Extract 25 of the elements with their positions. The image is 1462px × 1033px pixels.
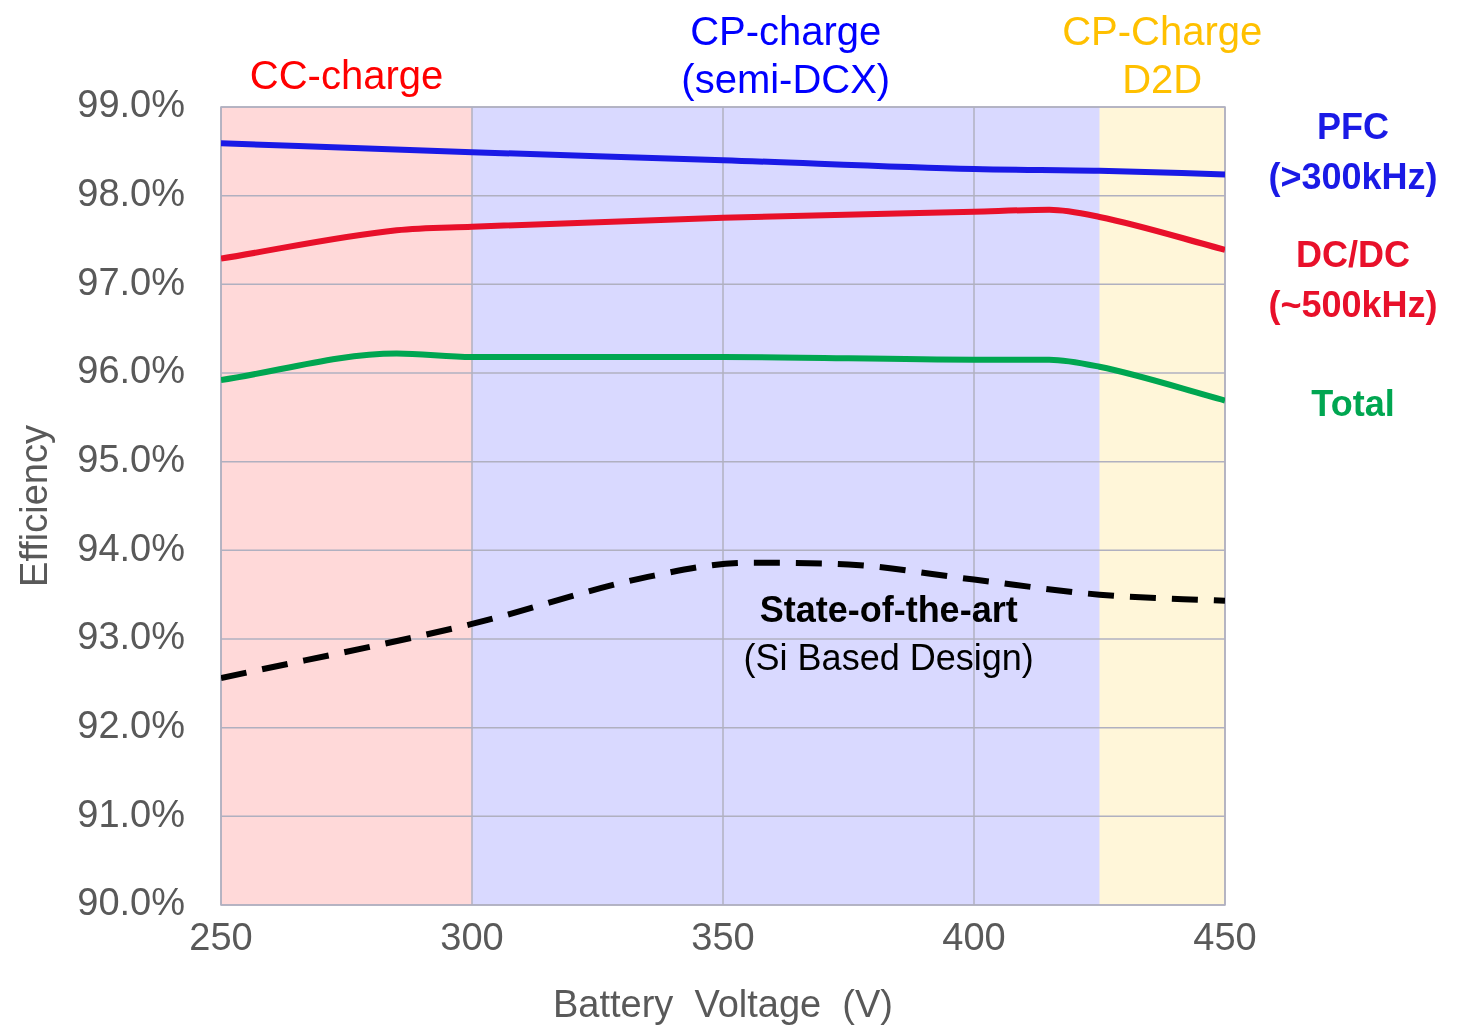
y-tick-label: 96.0%: [77, 349, 185, 392]
y-tick-label: 94.0%: [77, 526, 185, 569]
y-tick-label: 98.0%: [77, 172, 185, 215]
band-label: CP-Charge D2D: [1062, 9, 1263, 101]
annotation: (Si Based Design): [743, 637, 1034, 679]
band-label: CC-charge: [249, 53, 444, 97]
y-tick-label: 91.0%: [77, 792, 185, 835]
y-axis-title: Efficiency: [13, 425, 56, 587]
text: Total: [1311, 383, 1395, 425]
y-tick-label: 97.0%: [77, 260, 185, 303]
y-tick-label: 99.0%: [77, 83, 185, 126]
series-label: PFC (>300kHz): [1268, 106, 1438, 198]
series-label: DC/DC (~500kHz): [1268, 233, 1438, 325]
x-tick-label: 450: [1193, 916, 1257, 959]
band-label: CP-charge (semi-DCX): [681, 9, 891, 101]
y-tick-label: 92.0%: [77, 704, 185, 747]
y-tick-label: 93.0%: [77, 615, 185, 658]
x-tick-label: 300: [440, 916, 504, 959]
x-tick-label: 250: [189, 916, 253, 959]
y-tick-label: 90.0%: [77, 881, 185, 924]
x-tick-label: 400: [942, 916, 1006, 959]
y-tick-label: 95.0%: [77, 438, 185, 481]
series-label: State-of-the-art: [759, 589, 1018, 631]
x-axis-title: Battery Voltage (V): [552, 982, 894, 1025]
x-tick-label: 350: [691, 916, 755, 959]
